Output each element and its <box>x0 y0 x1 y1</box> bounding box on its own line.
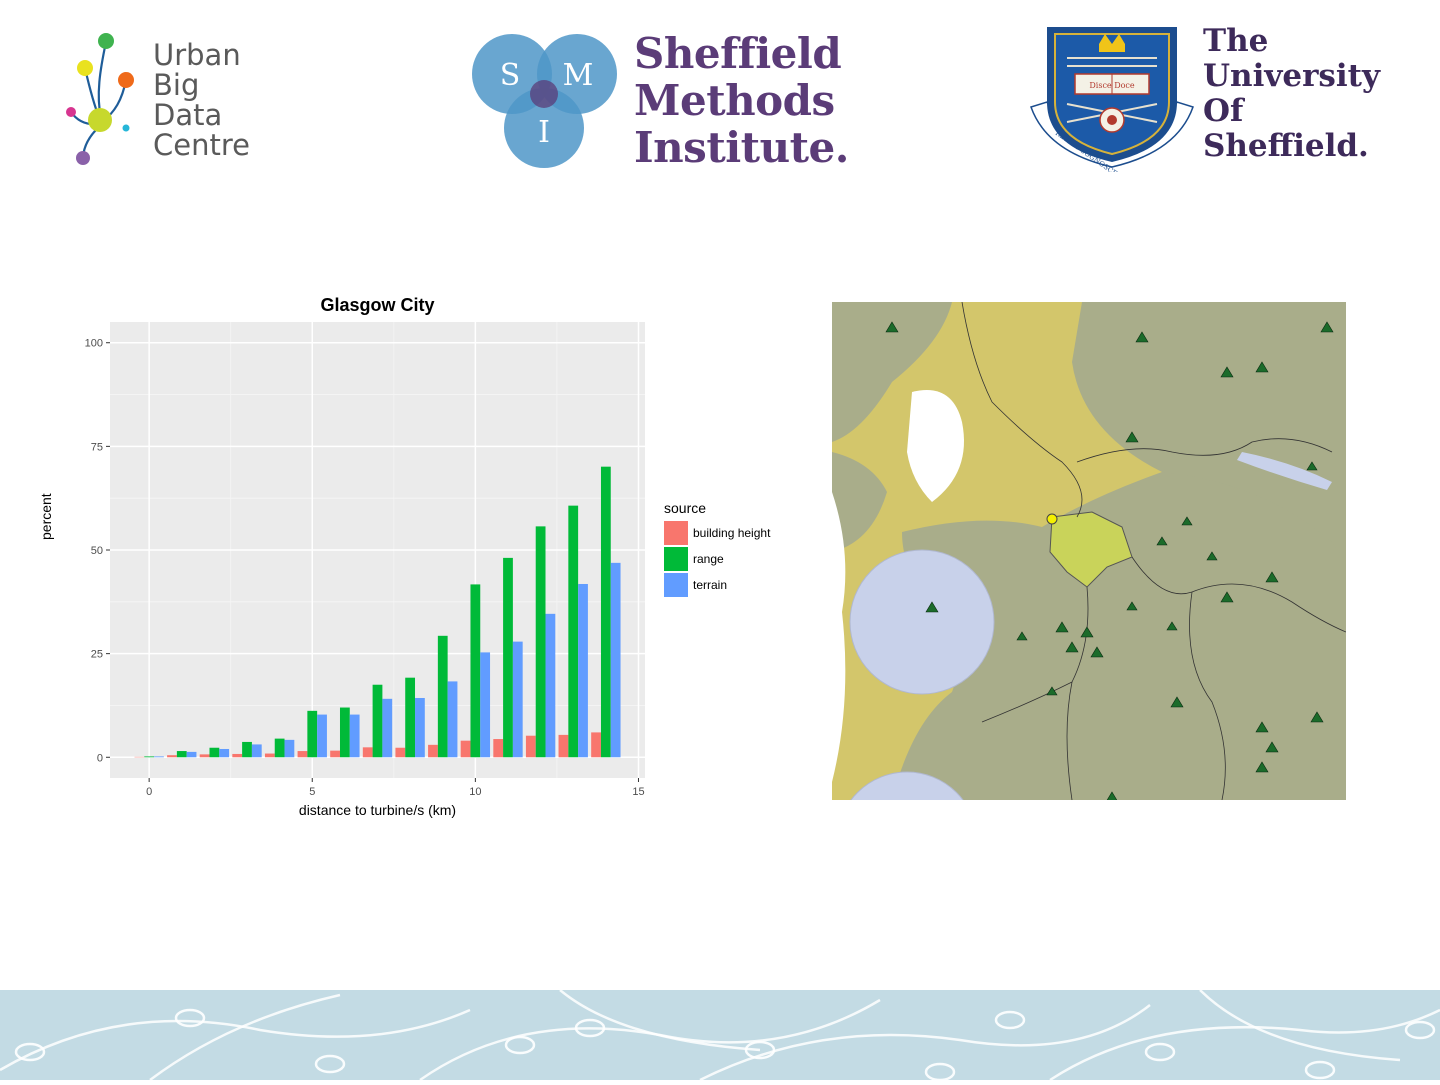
bar-building-height <box>363 747 373 757</box>
bar-terrain <box>578 584 588 757</box>
map-panel <box>832 302 1346 800</box>
bar-range <box>340 708 350 758</box>
bar-terrain <box>187 752 197 757</box>
legend-item-terrain: terrain <box>664 572 770 598</box>
bar-building-height <box>493 739 503 757</box>
bar-terrain <box>546 614 556 757</box>
bar-terrain <box>317 715 327 758</box>
bar-terrain <box>252 744 262 757</box>
bar-terrain <box>513 642 523 758</box>
bar-range <box>275 739 285 758</box>
bar-building-height <box>232 754 242 757</box>
x-tick-label: 5 <box>309 786 315 798</box>
bar-terrain <box>415 698 425 757</box>
y-tick-label: 50 <box>91 545 103 557</box>
bar-terrain <box>611 563 621 757</box>
footer-pattern-band <box>0 990 1440 1080</box>
bar-terrain <box>285 740 295 757</box>
legend-swatch-range <box>664 547 688 571</box>
bar-building-height <box>200 754 210 757</box>
uos-line: Sheffield. <box>1203 129 1380 164</box>
legend-title: source <box>664 500 770 516</box>
bar-range <box>470 584 480 757</box>
bar-chart: 0 5 10 15 0 25 50 75 100 <box>0 0 800 830</box>
bar-building-height <box>298 751 308 757</box>
bar-range <box>307 711 317 757</box>
bar-terrain <box>154 756 164 757</box>
bar-building-height <box>265 754 275 758</box>
legend-label: building height <box>693 526 770 540</box>
y-tick-label: 0 <box>97 752 103 764</box>
legend-swatch-building-height <box>664 521 688 545</box>
x-tick-label: 0 <box>146 786 152 798</box>
crest-book-text: Disce Doce <box>1089 81 1135 90</box>
bar-range <box>536 526 546 757</box>
x-tick-label: 15 <box>632 786 644 798</box>
legend-label: terrain <box>693 578 727 592</box>
bar-terrain <box>382 699 392 757</box>
y-tick-label: 75 <box>91 441 103 453</box>
uos-line: University <box>1203 59 1380 94</box>
bar-range <box>503 558 513 757</box>
legend-item-building-height: building height <box>664 520 770 546</box>
bar-range <box>242 742 252 757</box>
bar-building-height <box>330 751 340 758</box>
map-buffer-circle <box>850 550 994 694</box>
bar-terrain <box>350 715 360 758</box>
bar-building-height <box>526 736 536 758</box>
uos-crest: RERVM COGNOSCERE CAVSAS Disce Doce <box>1027 22 1197 172</box>
bar-range <box>144 756 154 757</box>
bar-building-height <box>461 741 471 758</box>
bar-range <box>405 678 415 758</box>
bar-building-height <box>591 732 601 757</box>
uos-line: Of <box>1203 94 1380 129</box>
chart-legend: source building height range terrain <box>664 500 770 598</box>
y-tick-label: 25 <box>91 649 103 661</box>
legend-label: range <box>693 552 724 566</box>
bar-terrain <box>448 681 458 757</box>
bar-building-height <box>395 748 405 758</box>
bar-range <box>373 685 383 758</box>
bar-range <box>438 636 448 757</box>
bar-building-height <box>167 755 177 757</box>
bar-range <box>568 506 578 758</box>
uos-wordmark: The University Of Sheffield. <box>1203 24 1380 164</box>
bar-terrain <box>219 749 229 757</box>
map-highlight-point <box>1047 514 1057 524</box>
y-tick-label: 100 <box>85 338 103 350</box>
legend-swatch-terrain <box>664 573 688 597</box>
bar-range <box>209 748 219 758</box>
legend-item-range: range <box>664 546 770 572</box>
x-tick-label: 10 <box>469 786 481 798</box>
bar-range <box>601 467 611 758</box>
bar-terrain <box>480 652 490 757</box>
bar-building-height <box>428 745 438 757</box>
bar-building-height <box>559 735 569 757</box>
bar-range <box>177 751 187 757</box>
uos-line: The <box>1203 24 1380 59</box>
